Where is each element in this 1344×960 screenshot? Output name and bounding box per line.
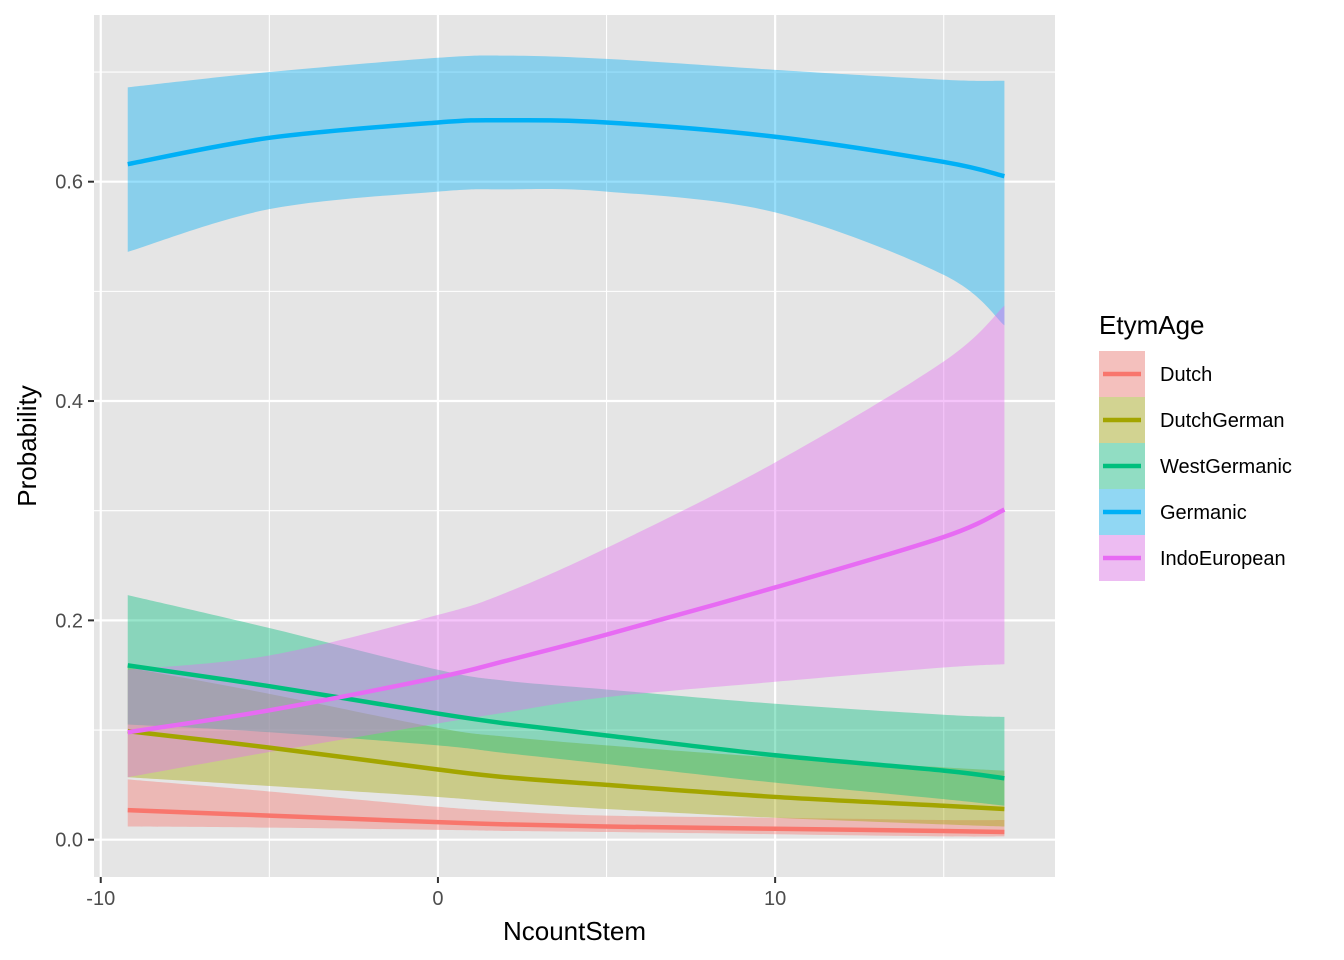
x-tick-label: 10 bbox=[764, 888, 786, 910]
ribbon-dutch bbox=[127, 779, 1005, 837]
x-tick-label: 0 bbox=[432, 888, 443, 910]
ribbon-dutchgerman bbox=[127, 667, 1005, 827]
legend-title: EtymAge bbox=[1099, 310, 1205, 340]
legend-item-indoeuropean: IndoEuropean bbox=[1099, 535, 1286, 581]
y-tick-label: 0.2 bbox=[55, 610, 83, 632]
ribbon-indoeuropean bbox=[127, 305, 1005, 778]
legend-item-dutch: Dutch bbox=[1099, 351, 1212, 397]
legend-label: Dutch bbox=[1160, 364, 1212, 386]
legend-label: WestGermanic bbox=[1160, 456, 1292, 478]
y-tick-label: 0.0 bbox=[55, 830, 83, 852]
gridlines bbox=[94, 15, 1055, 877]
legend-label: Germanic bbox=[1160, 502, 1247, 524]
series-lines bbox=[127, 117, 1006, 835]
series-line-westgermanic bbox=[127, 663, 1005, 781]
ribbon-germanic bbox=[127, 55, 1005, 326]
series-line-dutch bbox=[127, 807, 1005, 835]
legend-label: DutchGerman bbox=[1160, 410, 1285, 432]
series-line-indoeuropean bbox=[127, 507, 1006, 735]
y-tick-label: 0.4 bbox=[55, 391, 83, 413]
legend: EtymAge Dutch DutchGerman WestGermanic Germa… bbox=[1099, 310, 1292, 581]
x-tick-label: -10 bbox=[86, 888, 115, 910]
ribbon-westgermanic bbox=[127, 595, 1005, 806]
legend-item-germanic: Germanic bbox=[1099, 489, 1247, 535]
legend-item-dutchgerman: DutchGerman bbox=[1099, 397, 1285, 443]
x-axis-title: NcountStem bbox=[503, 916, 646, 946]
axes: -10 0 10 0.0 0.2 0.4 0.6 NcountStem Probability bbox=[12, 172, 786, 946]
ribbons bbox=[127, 55, 1005, 837]
y-tick-label: 0.6 bbox=[55, 172, 83, 194]
series-line-germanic bbox=[127, 117, 1005, 179]
series-line-dutchgerman bbox=[127, 728, 1005, 812]
legend-label: IndoEuropean bbox=[1160, 548, 1286, 570]
y-axis-title: Probability bbox=[12, 385, 42, 506]
legend-item-westgermanic: WestGermanic bbox=[1099, 443, 1292, 489]
